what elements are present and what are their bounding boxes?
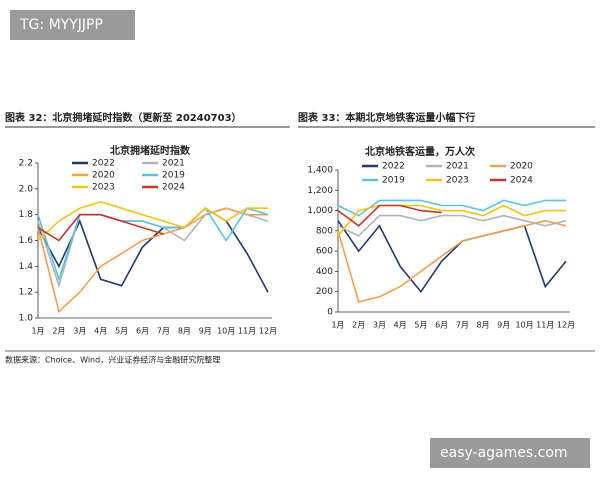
legend-label: 2020 xyxy=(92,171,115,181)
y-tick-label: 600 xyxy=(316,247,333,257)
x-tick-label: 9月 xyxy=(199,327,212,336)
legend-label: 2020 xyxy=(510,162,533,172)
chart-title: 北京拥堵延时指数 xyxy=(110,144,191,157)
x-tick-label: 4月 xyxy=(94,327,107,336)
series-line xyxy=(37,207,268,314)
series-line xyxy=(37,206,269,282)
y-tick-label: 1,200 xyxy=(307,186,333,196)
x-tick-label: 2月 xyxy=(352,321,365,330)
x-tick-label: 4月 xyxy=(394,321,407,330)
x-tick-label: 1月 xyxy=(31,327,44,336)
y-tick-label: 1,000 xyxy=(307,206,333,216)
series-line xyxy=(337,204,566,237)
x-tick-label: 5月 xyxy=(115,327,128,336)
series-line xyxy=(37,213,164,242)
series-line xyxy=(337,220,567,294)
legend-label: 2024 xyxy=(510,176,533,186)
legend-label: 2021 xyxy=(446,162,469,172)
chart-title: 北京地铁客运量，万人次 xyxy=(365,145,475,158)
x-tick-label: 10月 xyxy=(515,321,533,330)
x-tick-label: 6月 xyxy=(435,321,448,330)
x-tick-label: 1月 xyxy=(331,321,344,330)
y-tick-label: 400 xyxy=(316,267,333,277)
series-line xyxy=(37,200,268,242)
series-line xyxy=(337,214,567,237)
x-tick-label: 12月 xyxy=(557,321,575,330)
y-tick-label: 1.0 xyxy=(19,314,34,324)
x-tick-label: 7月 xyxy=(157,327,170,336)
y-tick-label: 0 xyxy=(327,308,333,318)
legend-label: 2022 xyxy=(92,159,115,169)
watermark: easy-agames.com xyxy=(440,445,568,461)
x-tick-label: 6月 xyxy=(136,327,149,336)
y-tick-label: 1.8 xyxy=(19,210,34,220)
legend-label: 2024 xyxy=(162,183,185,193)
x-tick-label: 9月 xyxy=(497,321,510,330)
legend-label: 2019 xyxy=(382,176,405,186)
legend-label: 2023 xyxy=(446,176,469,186)
x-tick-label: 5月 xyxy=(414,321,427,330)
legend-label: 2021 xyxy=(162,159,185,169)
x-tick-label: 8月 xyxy=(477,321,490,330)
series-line xyxy=(337,204,442,227)
y-tick-label: 1.2 xyxy=(19,288,33,298)
legend-label: 2023 xyxy=(92,183,115,193)
x-tick-label: 3月 xyxy=(73,327,86,336)
watermark-box xyxy=(10,10,135,40)
y-tick-label: 2.0 xyxy=(19,184,34,194)
x-tick-label: 10月 xyxy=(217,327,235,336)
y-tick-label: 1.4 xyxy=(19,262,34,272)
x-tick-label: 8月 xyxy=(178,327,191,336)
y-tick-label: 200 xyxy=(316,287,333,297)
watermark-box xyxy=(430,438,590,468)
figure-title: 图表 33：本期北京地铁客运量小幅下行 xyxy=(298,111,475,124)
x-tick-label: 12月 xyxy=(259,327,277,336)
watermark: TG: MYYJJPP xyxy=(19,17,103,33)
legend-label: 2019 xyxy=(162,171,185,181)
x-tick-label: 3月 xyxy=(373,321,386,330)
y-tick-label: 2.2 xyxy=(19,159,33,169)
y-tick-label: 800 xyxy=(316,226,333,236)
series-line xyxy=(337,199,566,217)
source-note: 数据来源：Choice、Wind，兴业证券经济与金融研究院整理 xyxy=(5,355,220,365)
x-tick-label: 11月 xyxy=(536,321,554,330)
x-tick-label: 7月 xyxy=(456,321,469,330)
figure-title: 图表 32：北京拥堵延时指数（更新至 20240703） xyxy=(5,111,242,124)
series-line xyxy=(337,219,567,303)
y-tick-label: 1,400 xyxy=(307,166,333,176)
x-tick-label: 11月 xyxy=(238,327,256,336)
x-tick-label: 2月 xyxy=(52,327,65,336)
legend-label: 2022 xyxy=(382,162,405,172)
y-tick-label: 1.6 xyxy=(19,236,34,246)
